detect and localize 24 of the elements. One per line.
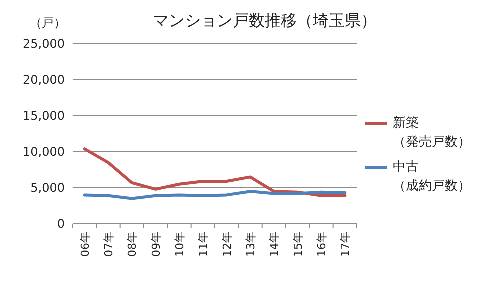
- x-tick-label: 07年: [102, 232, 116, 257]
- y-tick-label: 25,000: [23, 37, 65, 51]
- x-tick-label: 09年: [150, 232, 163, 257]
- y-tick-label: 15,000: [23, 109, 65, 123]
- x-tick-label: 14年: [268, 232, 282, 257]
- x-tick-label: 12年: [220, 232, 234, 257]
- y-tick-label: 10,000: [23, 145, 65, 159]
- x-tick-label: 16年: [316, 232, 328, 257]
- y-axis-title: （戸）: [30, 16, 66, 30]
- line-series: [83, 148, 347, 198]
- chart-title: マンション戸数推移（埼玉県）: [153, 11, 377, 30]
- y-tick-label: 5,000: [30, 181, 65, 195]
- y-tick-label: 20,000: [23, 73, 65, 87]
- x-tick-label: 17年: [339, 232, 352, 257]
- x-tick-label: 15年: [292, 232, 305, 257]
- line-series: [83, 190, 347, 200]
- x-tick-label: 11年: [197, 232, 210, 257]
- x-tick-label: 08年: [126, 232, 140, 257]
- x-tick-label: 06年: [78, 232, 92, 257]
- y-tick-label: 0: [57, 217, 65, 231]
- legend-label: 新築（発売戸数）: [393, 115, 471, 152]
- x-tick-label: 13年: [244, 232, 258, 257]
- legend-label: 中古（成約戸数）: [393, 159, 471, 196]
- x-tick-label: 10年: [174, 232, 186, 257]
